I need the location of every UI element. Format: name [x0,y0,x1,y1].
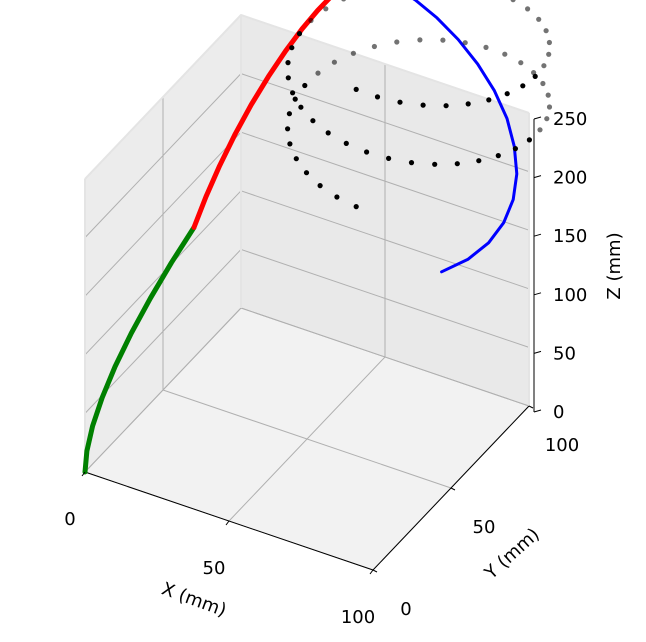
helix-point [531,70,537,76]
x-tick-mark [225,520,230,526]
axes-panes [85,15,529,570]
helix-point [541,63,547,69]
helix-point [540,80,546,87]
helix-point [290,90,296,96]
helix-point [353,86,359,92]
x-tick-mark [81,471,86,477]
y-tick-label: 100 [545,435,579,456]
helix-point [353,204,359,210]
helix-point [331,59,337,65]
helix-point [296,30,303,37]
helix-point [495,153,501,159]
helix-point [520,83,526,89]
helix-point [341,0,346,2]
helix-point [544,116,550,122]
helix-point [518,60,524,66]
helix-point [285,126,291,132]
helix-point [289,45,295,51]
z-tick-mark [533,292,542,296]
helix-point [293,156,299,162]
helix-point [546,51,552,57]
z-tick-label: 50 [553,343,576,364]
z-tick-label: 250 [553,109,587,130]
helix-point [462,40,468,46]
helix-point [334,194,340,200]
axis-ticks: 0 50 100 0 50 100 0 50 100 150 200 250 [64,109,587,628]
z-tick-mark [533,233,542,237]
helix-point [476,158,482,164]
z-tick-label: 100 [553,285,587,306]
helix-point [285,60,291,66]
helix-point [454,161,460,167]
series-line [82,224,197,475]
z-tick-label: 0 [553,402,564,423]
helix-point [317,183,323,189]
helix-point [374,94,381,100]
left-wall-top-edge [84,14,242,180]
helix-point [292,96,298,102]
helix-point [386,155,392,161]
x-tick-mark [369,569,374,575]
helix-point [323,6,329,12]
helix-point [526,137,533,143]
series-line [412,0,519,274]
helix-point [545,92,551,98]
helix-point [308,17,314,24]
helix-point [408,160,415,166]
z-tick-mark [533,350,542,354]
x-tick-label: 0 [64,509,75,530]
helix-point [504,91,510,97]
z-tick-label: 150 [553,226,587,247]
helix-point [546,104,553,110]
helix-point [310,118,316,124]
z-tick-mark [533,409,542,413]
z-axis-label: Z (mm) [604,232,625,299]
y-tick-mark [528,405,534,409]
y-tick-mark [372,569,378,573]
y-tick-label: 0 [400,599,411,620]
helix-point [483,44,489,51]
z-tick-mark [533,175,542,179]
helix-point [364,149,370,155]
helix-point [302,82,308,89]
helix-point [371,43,377,50]
helix-point [397,99,403,105]
helix-point [512,146,519,152]
helix-point [298,104,304,110]
x-tick-label: 100 [341,607,375,628]
z-tick-label: 200 [553,168,587,189]
helix-point [287,141,293,147]
series-line [191,0,332,230]
helix-point [546,39,553,46]
y-tick-mark [450,487,456,491]
helix-point [286,111,292,117]
helix-point [543,28,549,34]
helix-point [537,127,543,133]
helix-point [325,130,331,136]
helix-point [350,50,356,56]
helix-point [343,140,349,146]
helix-point [443,103,449,109]
helix-point [315,70,321,76]
z-tick-mark [533,116,542,120]
helix-point [285,75,291,81]
helix-point [420,102,426,108]
x-axis-label: X (mm) [159,578,229,621]
helix-point [432,161,438,167]
helix-point [486,97,492,103]
helix-point [502,51,508,57]
helix-point [510,0,516,3]
helix-point [440,37,446,43]
y-tick-label: 50 [473,517,496,538]
back-wall-top-edge [240,14,530,114]
helix-point [525,6,531,12]
helix-point [394,39,400,45]
x-tick-label: 50 [203,558,226,579]
helix-point [536,16,542,22]
data-series [82,0,553,475]
helix-point [465,101,471,107]
helix-point [417,37,423,43]
helix-point [303,170,310,176]
